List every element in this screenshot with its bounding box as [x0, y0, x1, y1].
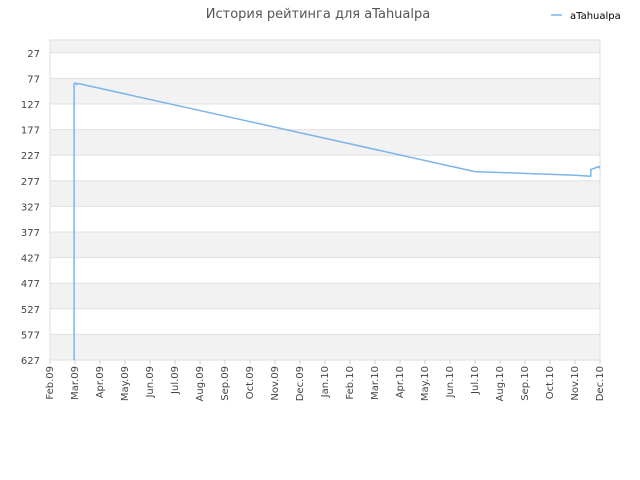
plot-band	[50, 104, 600, 130]
plot-band	[50, 257, 600, 284]
y-tick-label: 227	[21, 151, 40, 162]
x-tick-label: Jun.09	[145, 366, 156, 399]
x-tick-label: Jan.10	[320, 366, 331, 398]
y-tick-label: 527	[21, 305, 40, 316]
y-tick-label: 77	[27, 74, 40, 85]
plot-band	[50, 308, 600, 335]
y-tick-label: 277	[21, 177, 40, 188]
x-tick-label: Apr.10	[395, 366, 406, 398]
plot-band	[50, 155, 600, 181]
y-axis-ticks: 27 77 127 177 227 277 327 377 427 477 527 577 627	[21, 49, 40, 367]
x-tick-label: Sep.10	[520, 366, 531, 401]
x-tick-label: Oct.10	[545, 366, 556, 399]
x-tick-label: Feb.09	[45, 366, 56, 400]
series-line-aTahualpa[interactable]	[73, 82, 601, 360]
x-tick-label: Oct.09	[245, 366, 256, 399]
x-tick-label: Jul.10	[470, 366, 481, 395]
plot-band	[50, 180, 600, 207]
x-tick-label: Sep.09	[220, 366, 231, 401]
legend-label: aTahualpa	[570, 11, 621, 22]
x-tick-label: Apr.09	[95, 366, 106, 398]
plot-band	[50, 52, 600, 79]
plot-band	[50, 334, 600, 360]
x-tick-label: Mar.10	[370, 366, 381, 400]
x-tick-label: Dec.09	[295, 366, 306, 401]
plot-band	[50, 206, 600, 232]
x-tick-label: Jun.10	[445, 366, 456, 399]
y-tick-label: 327	[21, 202, 40, 213]
y-tick-label: 577	[21, 330, 40, 341]
plot-band	[50, 232, 600, 258]
plot-band	[50, 78, 600, 104]
x-tick-label: May.09	[120, 366, 131, 401]
x-tick-label: Aug.09	[195, 366, 206, 401]
y-tick-label: 127	[21, 100, 40, 111]
x-tick-label: Feb.10	[345, 366, 356, 400]
y-tick-label: 377	[21, 228, 40, 239]
x-tick-label: Jul.09	[170, 366, 181, 395]
y-tick-label: 627	[21, 356, 40, 367]
x-tick-label: Nov.09	[270, 366, 281, 401]
chart-title: История рейтинга для aTahualpa	[206, 7, 430, 22]
x-tick-label: Mar.09	[70, 366, 81, 400]
plot-bands	[50, 40, 600, 360]
plot-band	[50, 40, 600, 53]
plot-band	[50, 283, 600, 309]
x-axis-ticks: Feb.09 Mar.09 Apr.09 May.09 Jun.09 Jul.09 Aug.…	[45, 360, 606, 401]
plot-band	[50, 129, 600, 156]
y-tick-label: 177	[21, 126, 40, 137]
legend[interactable]: aTahualpa	[551, 11, 621, 22]
y-tick-label: 427	[21, 254, 40, 265]
x-tick-label: May.10	[420, 366, 431, 401]
x-tick-label: Aug.10	[495, 366, 506, 401]
y-tick-label: 477	[21, 279, 40, 290]
series-layer	[73, 82, 601, 360]
x-tick-label: Nov.10	[570, 366, 581, 401]
y-tick-label: 27	[27, 49, 40, 60]
x-tick-label: Dec.10	[595, 366, 606, 401]
